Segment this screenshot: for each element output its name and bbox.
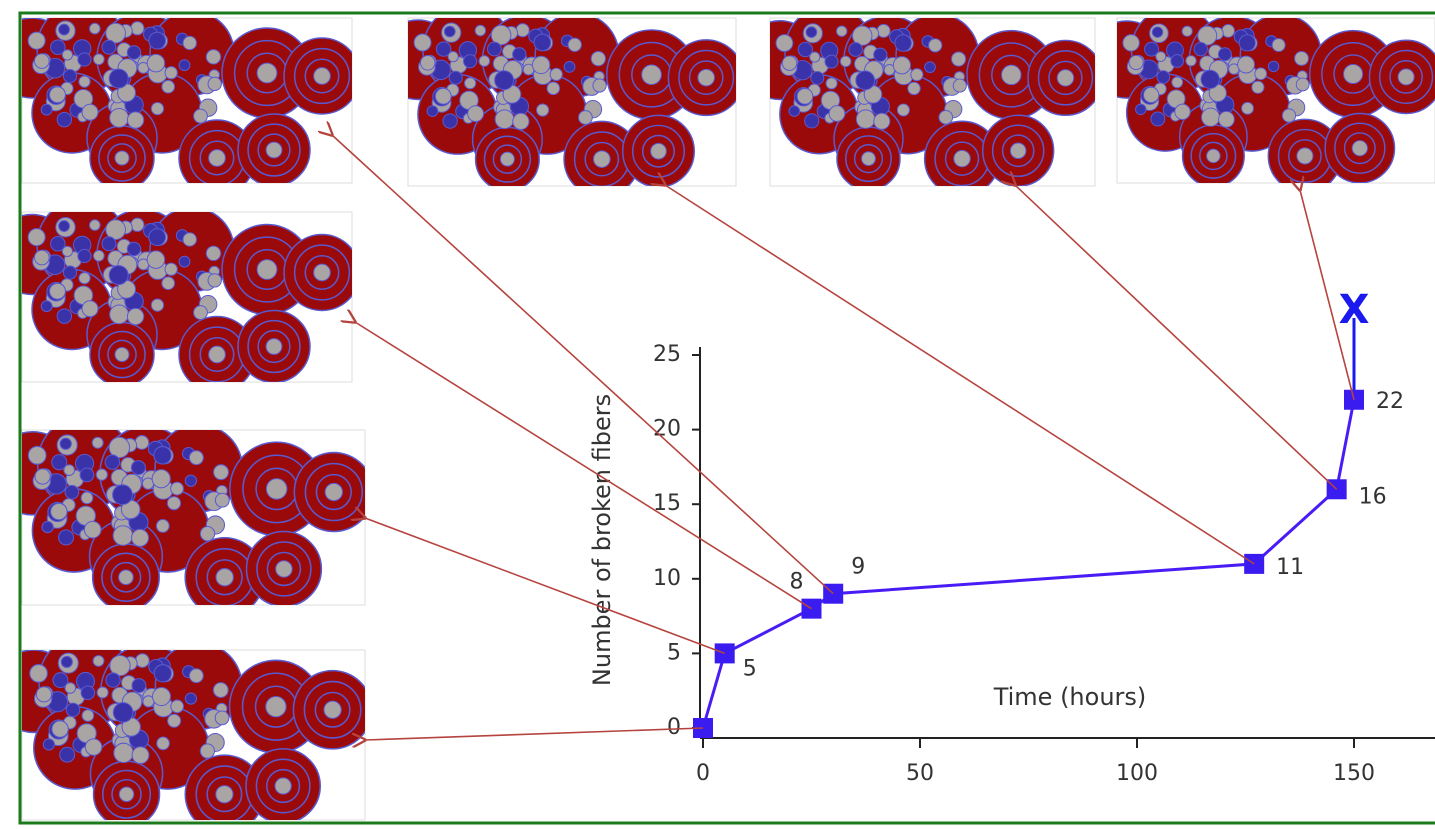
arrow: [1015, 185, 1338, 490]
data-label: 11: [1276, 555, 1304, 580]
x-axis-label: Time (hours): [993, 683, 1147, 711]
y-tick-label: 5: [667, 640, 681, 665]
arrow: [332, 135, 834, 595]
y-tick-label: 10: [653, 566, 681, 591]
data-label: 22: [1376, 389, 1404, 414]
y-tick-label: 25: [653, 342, 681, 367]
arrow: [665, 185, 1255, 565]
data-label: 8: [790, 570, 804, 595]
x-tick-label: 50: [906, 761, 934, 786]
x-tick-label: 100: [1116, 761, 1158, 786]
annotation: X: [1339, 287, 1370, 333]
y-tick-label: 0: [667, 715, 681, 740]
data-label: 16: [1359, 484, 1387, 509]
arrow: [365, 518, 725, 655]
data-label: 5: [743, 656, 757, 681]
data-label: 9: [851, 555, 865, 580]
y-axis-label: Number of broken fibers: [588, 394, 616, 686]
frame: [18, 11, 1435, 825]
x-tick-label: 150: [1333, 761, 1375, 786]
chart-panel: [632, 318, 1435, 805]
arrow: [355, 322, 812, 610]
arrow: [365, 727, 704, 740]
x-tick-label: 0: [696, 761, 710, 786]
y-tick-label: 20: [653, 417, 681, 442]
arrow: [1300, 190, 1355, 400]
